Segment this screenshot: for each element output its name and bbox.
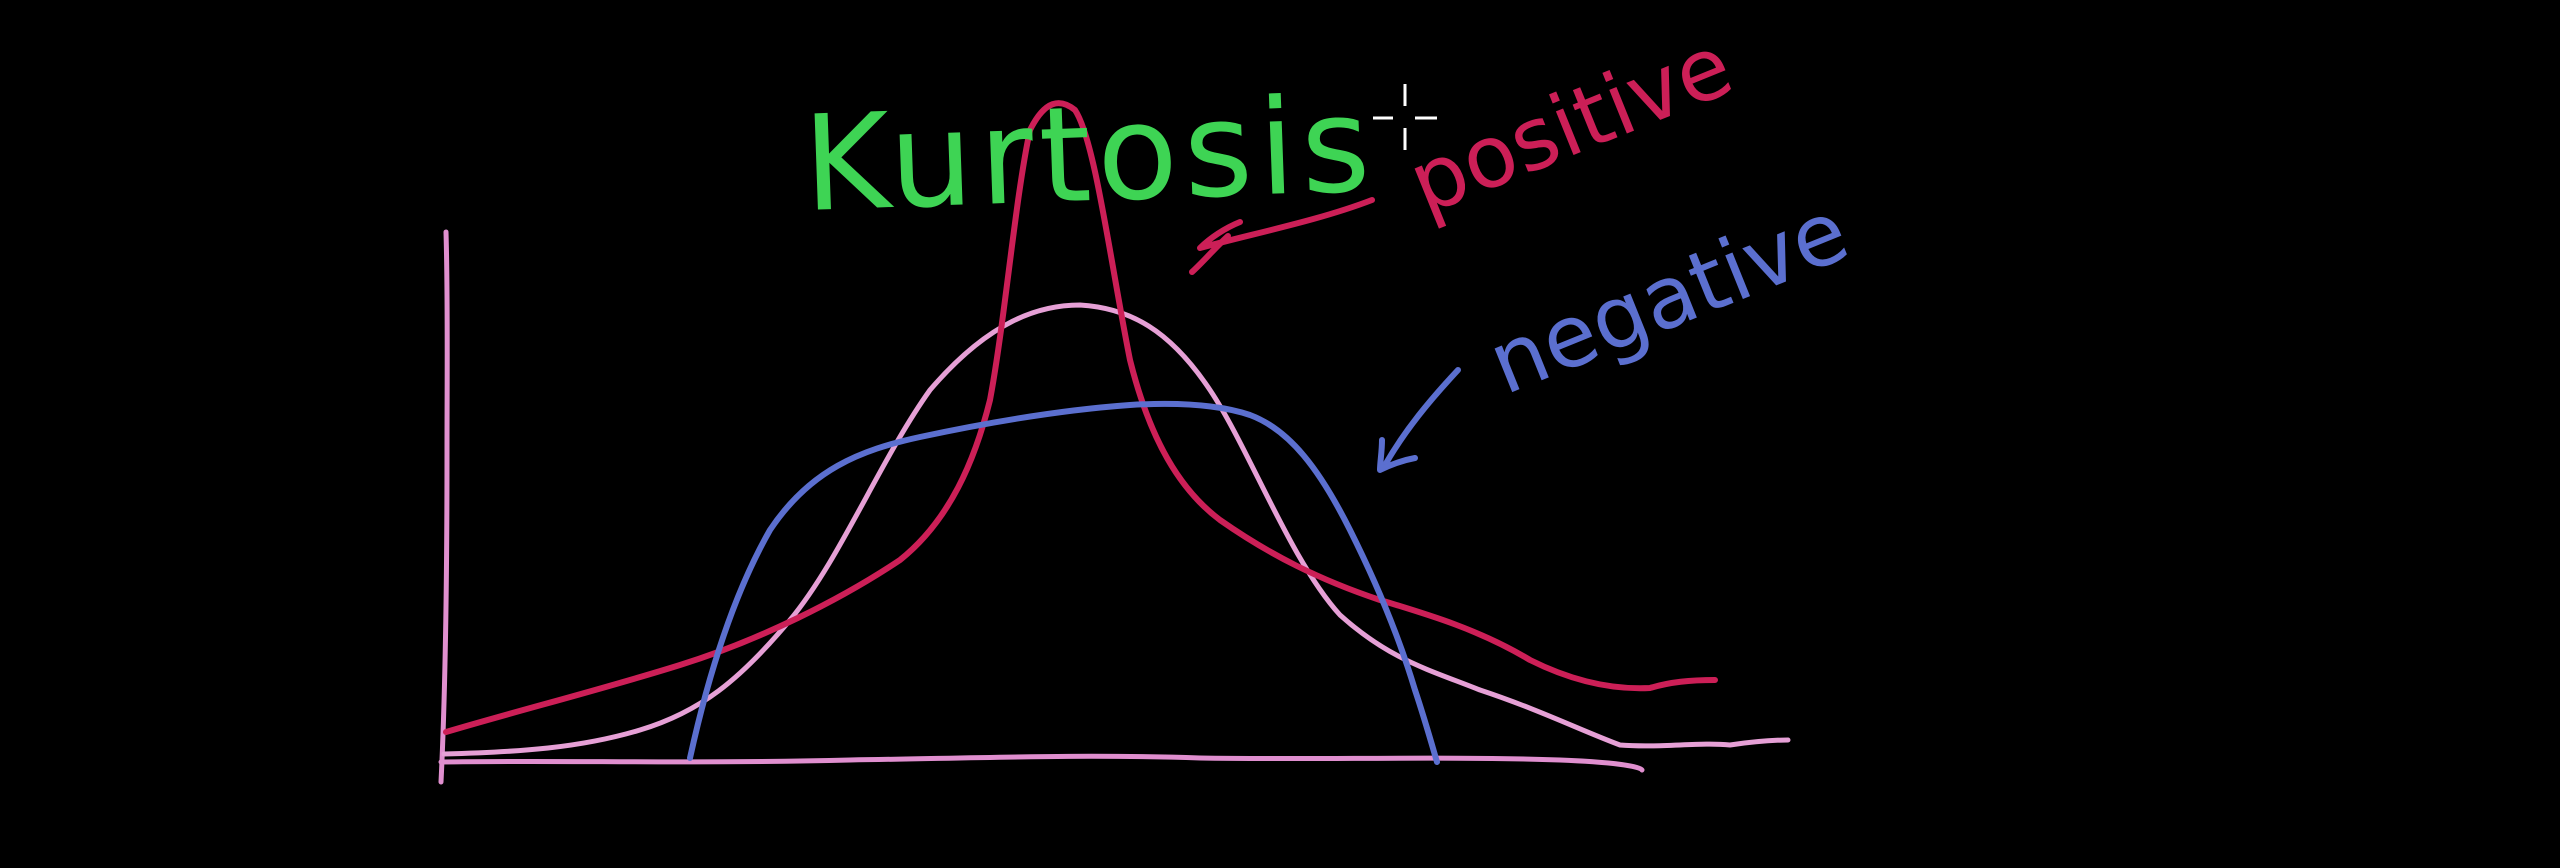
positive-kurtosis-curve	[443, 100, 1718, 735]
negative-arrow-head	[1377, 437, 1418, 473]
axes	[438, 229, 1645, 785]
positive-arrow	[1189, 197, 1375, 275]
normal-curve	[441, 302, 1791, 757]
crosshair-cursor-icon	[1373, 84, 1437, 150]
negative-arrow	[1377, 367, 1461, 473]
negative-kurtosis-curve	[687, 400, 1440, 765]
x-axis	[438, 753, 1645, 773]
negative-arrow-shaft	[1382, 367, 1461, 468]
positive-label: positive	[1395, 15, 1745, 234]
positive-arrow-head	[1189, 233, 1231, 275]
chart-title: Kurtosis	[801, 68, 1379, 242]
negative-label: negative	[1475, 181, 1861, 415]
y-axis	[438, 229, 450, 785]
